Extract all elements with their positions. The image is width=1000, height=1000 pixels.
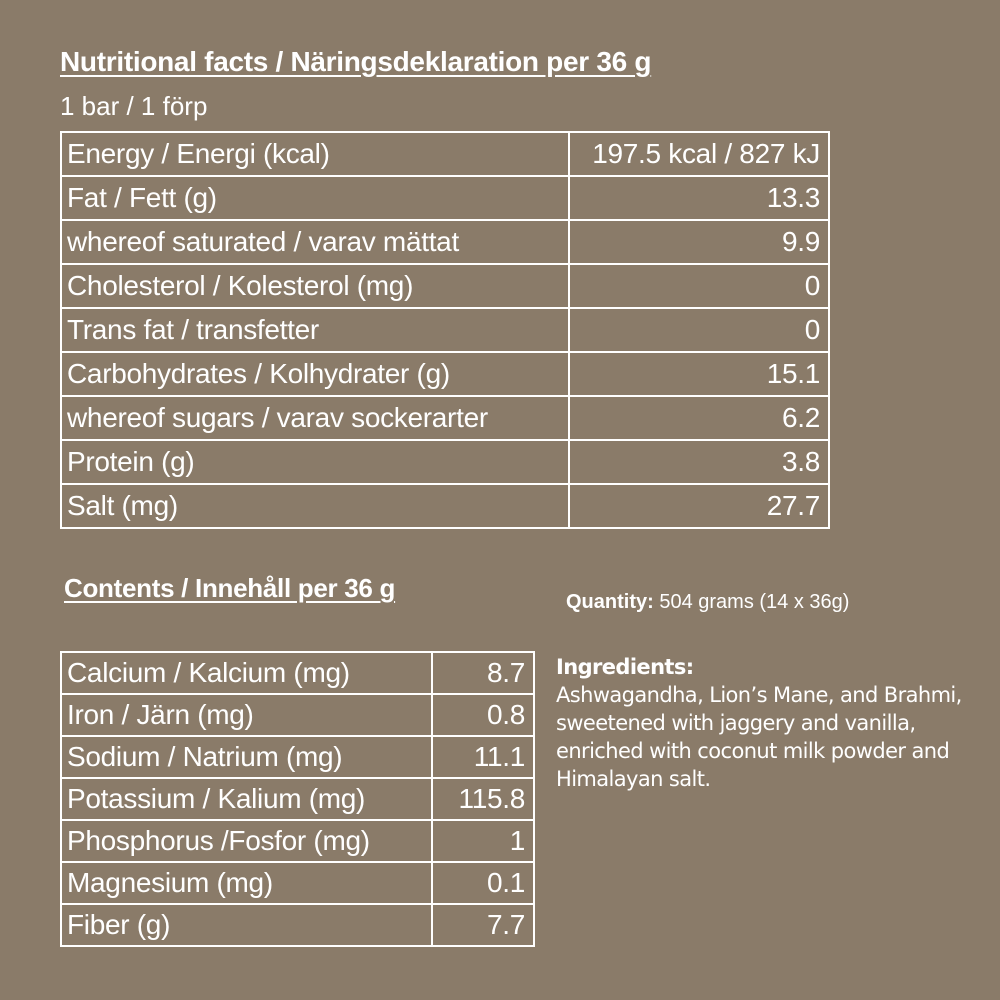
row-value: 8.7 — [431, 651, 535, 695]
row-value: 115.8 — [431, 777, 535, 821]
row-label: Carbohydrates / Kolhydrater (g) — [60, 351, 570, 397]
row-value: 0 — [568, 263, 830, 309]
row-label: Cholesterol / Kolesterol (mg) — [60, 263, 570, 309]
row-label: Sodium / Natrium (mg) — [60, 735, 433, 779]
row-label: Fat / Fett (g) — [60, 175, 570, 221]
nutrition-table-body: Energy / Energi (kcal) 197.5 kcal / 827 … — [60, 131, 830, 529]
row-value: 197.5 kcal / 827 kJ — [568, 131, 830, 177]
row-value: 11.1 — [431, 735, 535, 779]
table-row: Carbohydrates / Kolhydrater (g) 15.1 — [60, 351, 830, 397]
table-row: Magnesium (mg) 0.1 — [60, 861, 535, 905]
row-value: 0 — [568, 307, 830, 353]
table-row: Iron / Järn (mg) 0.8 — [60, 693, 535, 737]
row-value: 3.8 — [568, 439, 830, 485]
row-value: 27.7 — [568, 483, 830, 529]
row-value: 7.7 — [431, 903, 535, 947]
row-label: Magnesium (mg) — [60, 861, 433, 905]
row-label: Potassium / Kalium (mg) — [60, 777, 433, 821]
ingredients-label: Ingredients: — [556, 655, 694, 679]
row-label: Salt (mg) — [60, 483, 570, 529]
table-row: Calcium / Kalcium (mg) 8.7 — [60, 651, 535, 695]
table-row: Sodium / Natrium (mg) 11.1 — [60, 735, 535, 779]
row-label: Fiber (g) — [60, 903, 433, 947]
row-value: 13.3 — [568, 175, 830, 221]
table-row: Fiber (g) 7.7 — [60, 903, 535, 947]
serving-size: 1 bar / 1 förp — [60, 91, 208, 121]
contents-table-body: Calcium / Kalcium (mg) 8.7 Iron / Järn (… — [60, 651, 535, 947]
nutrition-table: Energy / Energi (kcal) 197.5 kcal / 827 … — [60, 131, 830, 529]
row-label: Iron / Järn (mg) — [60, 693, 433, 737]
contents-table: Calcium / Kalcium (mg) 8.7 Iron / Järn (… — [60, 651, 535, 947]
table-row: Cholesterol / Kolesterol (mg) 0 — [60, 263, 830, 309]
table-row: Potassium / Kalium (mg) 115.8 — [60, 777, 535, 821]
ingredients-block: Ingredients: Ashwagandha, Lion’s Mane, a… — [556, 653, 986, 793]
row-label: whereof sugars / varav sockerarter — [60, 395, 570, 441]
row-value: 0.1 — [431, 861, 535, 905]
table-row: Fat / Fett (g) 13.3 — [60, 175, 830, 221]
row-value: 15.1 — [568, 351, 830, 397]
table-row: Protein (g) 3.8 — [60, 439, 830, 485]
row-label: whereof saturated / varav mättat — [60, 219, 570, 265]
quantity-value: 504 grams (14 x 36g) — [653, 591, 850, 613]
nutrition-title: Nutritional facts / Näringsdeklaration p… — [60, 46, 652, 77]
table-row: Trans fat / transfetter 0 — [60, 307, 830, 353]
row-label: Calcium / Kalcium (mg) — [60, 651, 433, 695]
row-label: Energy / Energi (kcal) — [60, 131, 570, 177]
contents-title: Contents / Innehåll per 36 g — [64, 573, 396, 603]
quantity-info: Quantity: 504 grams (14 x 36g) — [566, 591, 849, 614]
row-value: 1 — [431, 819, 535, 863]
table-row: Salt (mg) 27.7 — [60, 483, 830, 529]
table-row: whereof sugars / varav sockerarter 6.2 — [60, 395, 830, 441]
row-label: Phosphorus /Fosfor (mg) — [60, 819, 433, 863]
row-value: 9.9 — [568, 219, 830, 265]
row-value: 0.8 — [431, 693, 535, 737]
table-row: Energy / Energi (kcal) 197.5 kcal / 827 … — [60, 131, 830, 177]
row-value: 6.2 — [568, 395, 830, 441]
row-label: Trans fat / transfetter — [60, 307, 570, 353]
quantity-label: Quantity: — [566, 591, 654, 613]
row-label: Protein (g) — [60, 439, 570, 485]
ingredients-text: Ashwagandha, Lion’s Mane, and Brahmi, sw… — [556, 683, 962, 791]
table-row: Phosphorus /Fosfor (mg) 1 — [60, 819, 535, 863]
table-row: whereof saturated / varav mättat 9.9 — [60, 219, 830, 265]
